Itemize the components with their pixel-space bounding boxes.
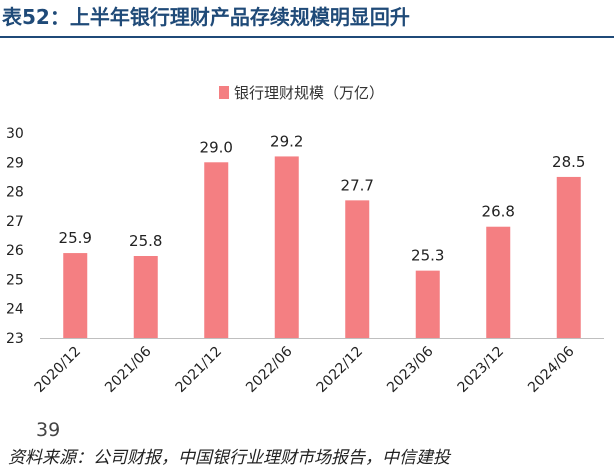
y-tick-label: 24 bbox=[6, 302, 24, 318]
legend-swatch bbox=[219, 86, 229, 99]
bar-value-label: 29.0 bbox=[200, 138, 233, 156]
bar bbox=[63, 253, 88, 338]
y-tick-label: 26 bbox=[6, 243, 24, 259]
bar bbox=[486, 226, 511, 338]
y-tick-label: 29 bbox=[6, 155, 24, 171]
bars: 25.9 25.8 29.0 29.2 27.7 25.3 26.8 28.5 bbox=[59, 132, 585, 338]
bar bbox=[274, 156, 299, 338]
y-tick-label: 23 bbox=[6, 331, 24, 347]
legend: 银行理财规模（万亿） bbox=[219, 84, 384, 102]
bar bbox=[556, 176, 581, 338]
x-tick-label: 2024/06 bbox=[525, 343, 578, 396]
bar bbox=[345, 200, 370, 338]
bar-value-label: 29.2 bbox=[270, 132, 303, 150]
source-note: 资料来源：公司财报，中国银行业理财市场报告，中信建投 bbox=[8, 448, 450, 468]
x-tick-label: 2021/06 bbox=[102, 343, 155, 396]
bar-value-label: 28.5 bbox=[552, 153, 585, 171]
y-tick-label: 27 bbox=[6, 214, 24, 230]
bar bbox=[415, 270, 440, 338]
bar-value-label: 25.9 bbox=[59, 229, 92, 247]
y-tick-label: 25 bbox=[6, 272, 24, 288]
x-tick-label: 2022/12 bbox=[314, 344, 366, 396]
bar bbox=[133, 256, 158, 338]
y-tick-label: 30 bbox=[6, 126, 24, 142]
bar bbox=[204, 162, 229, 338]
y-axis: 23 24 25 26 27 28 29 30 bbox=[6, 126, 24, 347]
x-tick-label: 2023/12 bbox=[455, 344, 507, 396]
chart-title: 表52：上半年银行理财产品存续规模明显回升 bbox=[2, 5, 410, 29]
y-tick-label: 28 bbox=[6, 185, 24, 201]
x-tick-label: 2020/12 bbox=[32, 344, 84, 396]
page-number: 39 bbox=[36, 419, 61, 441]
x-tick-label: 2021/12 bbox=[173, 344, 225, 396]
x-tick-label: 2023/06 bbox=[384, 343, 437, 396]
bar-value-label: 27.7 bbox=[341, 176, 374, 194]
x-tick-label: 2022/06 bbox=[243, 343, 296, 396]
title-divider bbox=[0, 36, 614, 38]
legend-label: 银行理财规模（万亿） bbox=[234, 84, 384, 102]
bar-value-label: 26.8 bbox=[482, 203, 515, 221]
bar-value-label: 25.8 bbox=[129, 232, 162, 250]
bar-chart: 银行理财规模（万亿） 23 24 25 26 27 28 29 30 25.9 25.8 29.0… bbox=[6, 84, 604, 396]
x-axis-labels: 2020/12 2021/06 2021/12 2022/06 2022/12 2023/… bbox=[32, 343, 578, 396]
bar-value-label: 25.3 bbox=[411, 247, 444, 265]
